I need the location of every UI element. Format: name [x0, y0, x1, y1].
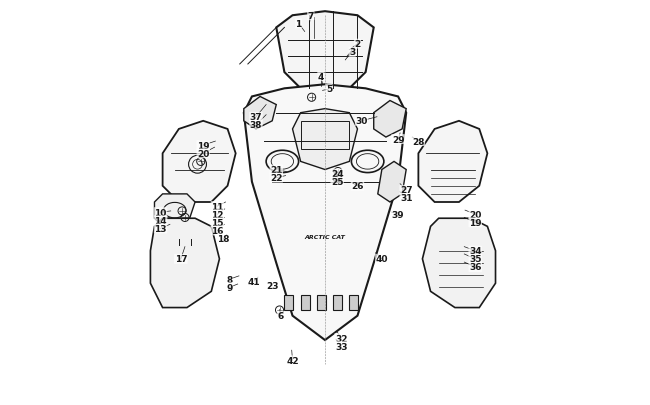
Text: 16: 16: [211, 226, 224, 235]
Text: 38: 38: [250, 121, 262, 130]
Text: 25: 25: [331, 178, 343, 187]
Polygon shape: [292, 109, 358, 170]
Text: 28: 28: [412, 137, 424, 146]
Text: 11: 11: [211, 202, 224, 211]
Polygon shape: [155, 194, 195, 227]
Text: 36: 36: [469, 263, 482, 272]
Text: 30: 30: [356, 117, 368, 126]
Polygon shape: [301, 296, 309, 310]
Text: 41: 41: [248, 277, 260, 286]
Text: 19: 19: [197, 141, 209, 150]
Text: 42: 42: [286, 356, 299, 365]
Text: 14: 14: [154, 216, 167, 225]
Text: ARCTIC CAT: ARCTIC CAT: [305, 234, 345, 239]
Text: 24: 24: [331, 170, 343, 179]
Text: 33: 33: [335, 342, 348, 351]
Text: 40: 40: [376, 255, 388, 264]
Text: 18: 18: [217, 234, 229, 243]
Polygon shape: [374, 101, 406, 138]
Text: 7: 7: [307, 12, 314, 21]
Polygon shape: [285, 296, 293, 310]
Polygon shape: [244, 85, 406, 340]
Text: 23: 23: [266, 281, 278, 290]
Polygon shape: [317, 296, 326, 310]
Text: 20: 20: [469, 210, 482, 219]
Polygon shape: [333, 296, 342, 310]
Polygon shape: [422, 219, 495, 308]
Text: 3: 3: [349, 48, 356, 57]
Polygon shape: [276, 12, 374, 89]
Text: 31: 31: [400, 194, 413, 203]
Polygon shape: [349, 296, 358, 310]
Text: 34: 34: [469, 247, 482, 256]
Text: 4: 4: [318, 72, 324, 81]
Text: 8: 8: [226, 275, 233, 284]
Text: 35: 35: [469, 255, 482, 264]
Text: 1: 1: [296, 20, 302, 29]
Text: 20: 20: [197, 149, 209, 158]
Text: 9: 9: [226, 283, 233, 292]
Text: 39: 39: [392, 210, 404, 219]
Text: 13: 13: [154, 224, 167, 233]
Text: 10: 10: [155, 208, 167, 217]
Text: 2: 2: [354, 40, 361, 49]
Text: 27: 27: [400, 186, 413, 195]
Polygon shape: [419, 122, 488, 202]
Text: 19: 19: [469, 218, 482, 227]
Text: 37: 37: [250, 113, 263, 122]
Text: 5: 5: [326, 85, 332, 94]
Text: 17: 17: [175, 255, 187, 264]
Text: 29: 29: [392, 135, 404, 144]
Text: 21: 21: [270, 166, 283, 175]
Polygon shape: [150, 219, 220, 308]
Polygon shape: [162, 122, 236, 202]
Polygon shape: [244, 97, 276, 130]
Polygon shape: [378, 162, 406, 202]
Text: 32: 32: [335, 334, 348, 343]
Text: 6: 6: [277, 311, 283, 320]
Text: 22: 22: [270, 174, 283, 183]
Text: 12: 12: [211, 210, 224, 219]
Text: 15: 15: [211, 218, 224, 227]
Text: 26: 26: [351, 182, 364, 191]
